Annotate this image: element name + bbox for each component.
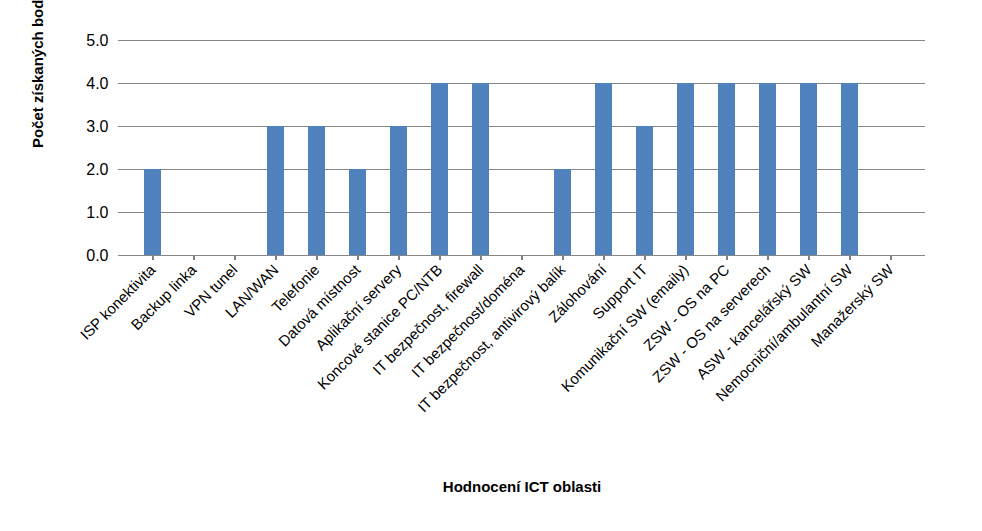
svg-text:Počet získaných bodů: Počet získaných bodů [29, 0, 46, 148]
svg-text:2.0: 2.0 [86, 161, 108, 178]
svg-text:ASW - kancelářský SW: ASW - kancelářský SW [692, 260, 815, 383]
svg-text:Datová místnost: Datová místnost [274, 260, 364, 350]
svg-text:Backup linka: Backup linka [127, 260, 200, 333]
svg-text:Koncové stanice PC/NTB: Koncové stanice PC/NTB [313, 260, 446, 393]
svg-text:0.0: 0.0 [86, 247, 108, 264]
svg-text:5.0: 5.0 [86, 32, 108, 49]
svg-text:1.0: 1.0 [86, 204, 108, 221]
svg-text:IT bezpečnost, firewall: IT bezpečnost, firewall [369, 260, 487, 379]
svg-text:VPN tunel: VPN tunel [180, 260, 241, 321]
svg-text:Telefonie: Telefonie [268, 260, 323, 316]
svg-text:Zálohování: Zálohování [545, 260, 610, 326]
svg-text:ZSW - OS na serverech: ZSW - OS na serverech [648, 260, 774, 386]
svg-text:3.0: 3.0 [86, 118, 108, 135]
svg-text:Hodnocení ICT oblasti: Hodnocení ICT oblasti [443, 478, 601, 495]
svg-text:Komunikační SW (emaily): Komunikační SW (emaily) [557, 260, 692, 395]
svg-text:Manažerský SW: Manažerský SW [807, 260, 897, 350]
svg-text:ISP konektivita: ISP konektivita [76, 260, 159, 343]
svg-text:Support IT: Support IT [589, 260, 651, 323]
svg-text:4.0: 4.0 [86, 75, 108, 92]
svg-text:LAN/WAN: LAN/WAN [222, 261, 282, 321]
svg-text:Nemocniční/ambulantní SW: Nemocniční/ambulantní SW [712, 260, 856, 405]
svg-text:IT bezpečnost/doména: IT bezpečnost/doména [407, 260, 528, 381]
svg-text:IT bezpečnost, antivirový balí: IT bezpečnost, antivirový balík [414, 260, 569, 415]
svg-text:ZSW - OS na PC: ZSW - OS na PC [639, 260, 733, 354]
svg-text:Aplikační servery: Aplikační servery [311, 260, 405, 354]
